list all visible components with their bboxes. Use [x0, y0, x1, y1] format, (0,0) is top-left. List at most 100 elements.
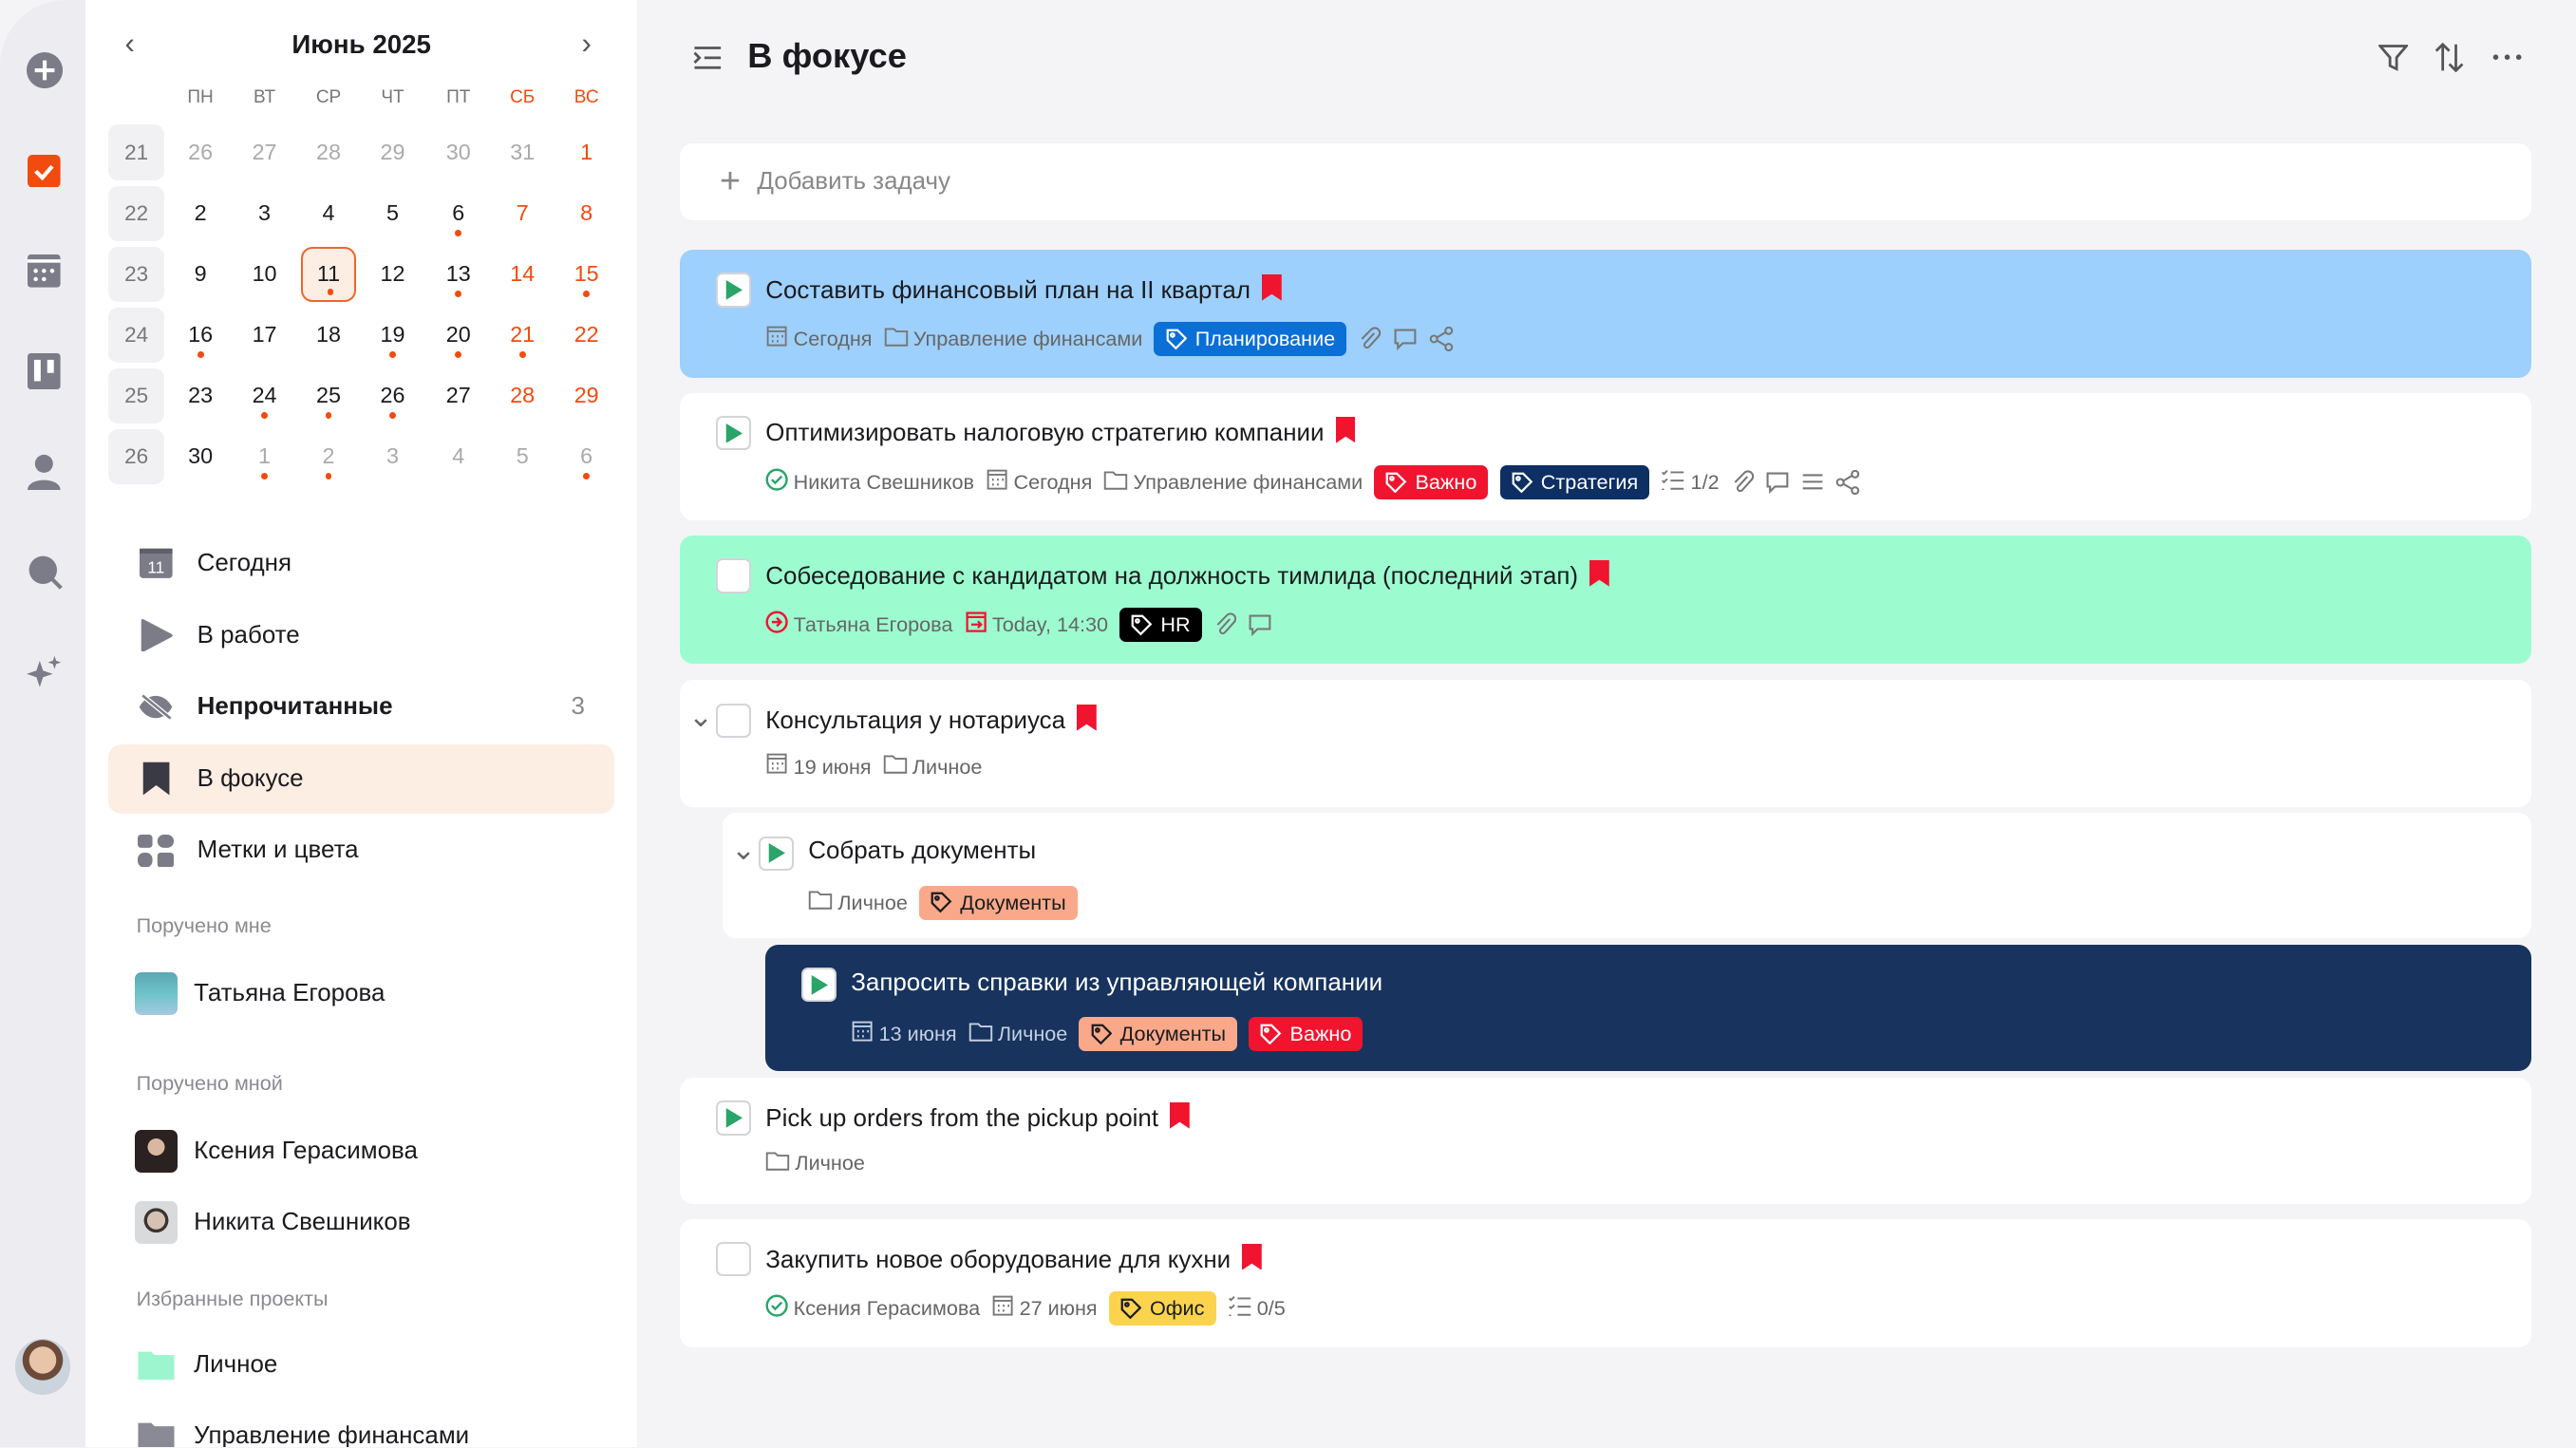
calendar-day[interactable]: 23	[173, 368, 229, 424]
task-card[interactable]: Запросить справки из управляющей компани…	[765, 944, 2532, 1072]
checklist-meta[interactable]: 1/2	[1661, 469, 1720, 496]
board-icon[interactable]	[27, 352, 63, 390]
calendar-day[interactable]: 6	[430, 186, 486, 242]
contacts-icon[interactable]	[27, 454, 63, 490]
assignee-meta[interactable]: Никита Свешников	[765, 468, 974, 497]
calendar-icon[interactable]	[27, 253, 63, 289]
collapse-chevron-icon[interactable]: ⌄	[687, 700, 714, 734]
share-icon[interactable]	[1429, 327, 1454, 352]
task-title[interactable]: Консультация у нотариуса	[765, 705, 1097, 738]
tag-badge[interactable]: Стратегия	[1499, 464, 1650, 499]
calendar-day[interactable]: 12	[365, 247, 421, 303]
calendar-day[interactable]: 15	[558, 247, 614, 303]
calendar-day[interactable]: 5	[495, 429, 551, 485]
calendar-day[interactable]: 1	[558, 124, 614, 180]
sidebar-item-today[interactable]: 11 Сегодня	[108, 529, 614, 598]
calendar-day[interactable]: 4	[430, 429, 486, 485]
task-status-in-progress[interactable]	[716, 415, 751, 451]
focus-bookmark-icon[interactable]	[1262, 273, 1282, 308]
calendar-day[interactable]: 29	[365, 124, 421, 180]
assignee-meta[interactable]: Ксения Герасимова	[765, 1294, 980, 1323]
date-meta[interactable]: Сегодня	[765, 325, 873, 353]
task-title[interactable]: Закупить новое оборудование для кухни	[765, 1243, 1263, 1277]
task-checkbox[interactable]	[716, 703, 751, 738]
project-item[interactable]: Личное	[135, 1344, 277, 1386]
description-icon[interactable]	[1801, 472, 1824, 492]
project-meta[interactable]: Личное	[968, 1021, 1067, 1047]
next-month-button[interactable]: ›	[581, 26, 592, 60]
prev-month-button[interactable]: ‹	[124, 26, 135, 60]
calendar-day[interactable]: 28	[301, 124, 357, 180]
calendar-day[interactable]: 11	[300, 246, 357, 303]
calendar-day[interactable]: 16	[173, 308, 229, 364]
calendar-day[interactable]: 27	[430, 368, 486, 424]
task-title[interactable]: Составить финансовый план на II квартал	[765, 273, 1282, 308]
calendar-day[interactable]: 2	[173, 186, 229, 242]
tag-badge[interactable]: HR	[1119, 608, 1202, 643]
calendar-day[interactable]: 3	[365, 429, 421, 485]
calendar-day[interactable]: 31	[495, 124, 551, 180]
calendar-day[interactable]: 22	[558, 308, 614, 364]
checklist-meta[interactable]: 0/5	[1228, 1295, 1286, 1322]
assignee-meta[interactable]: Татьяна Егорова	[765, 611, 952, 639]
tasks-icon[interactable]	[27, 153, 63, 189]
calendar-day[interactable]: 8	[558, 186, 614, 242]
date-meta[interactable]: 13 июня	[851, 1020, 957, 1048]
calendar-day[interactable]: 26	[365, 368, 421, 424]
user-avatar[interactable]	[14, 1339, 71, 1395]
calendar-day[interactable]: 26	[173, 124, 229, 180]
tag-badge[interactable]: Важно	[1249, 1016, 1363, 1052]
tag-badge[interactable]: Важно	[1374, 464, 1489, 499]
calendar-day[interactable]: 5	[365, 186, 421, 242]
project-meta[interactable]: Управление финансами	[1103, 469, 1363, 496]
calendar-day[interactable]: 25	[301, 368, 357, 424]
calendar-day[interactable]: 4	[301, 186, 357, 242]
tag-badge[interactable]: Планирование	[1154, 322, 1347, 357]
date-meta[interactable]: Сегодня	[986, 468, 1092, 497]
calendar-day[interactable]: 20	[430, 308, 486, 364]
task-status-in-progress[interactable]	[716, 1100, 751, 1136]
person-item[interactable]: Никита Свешников	[134, 1200, 411, 1244]
task-card[interactable]: Собеседование с кандидатом на должность …	[680, 536, 2532, 664]
calendar-day[interactable]: 30	[430, 124, 486, 180]
ai-sparkles-icon[interactable]	[26, 654, 63, 690]
attach-icon[interactable]	[1731, 470, 1754, 495]
task-status-in-progress[interactable]	[716, 273, 751, 308]
calendar-day[interactable]: 17	[236, 308, 292, 364]
calendar-day[interactable]: 14	[495, 247, 551, 303]
calendar-day[interactable]: 30	[173, 429, 229, 485]
task-card[interactable]: Консультация у нотариуса 19 июня Личное	[680, 680, 2532, 807]
search-icon[interactable]	[27, 554, 63, 590]
calendar-day[interactable]: 21	[495, 308, 551, 364]
project-meta[interactable]: Личное	[765, 1150, 865, 1176]
project-meta[interactable]: Личное	[883, 753, 982, 780]
focus-bookmark-icon[interactable]	[1242, 1243, 1263, 1277]
calendar-day[interactable]: 3	[236, 186, 292, 242]
calendar-day[interactable]: 13	[430, 247, 486, 303]
collapse-chevron-icon[interactable]: ⌄	[730, 833, 757, 867]
focus-bookmark-icon[interactable]	[1335, 417, 1356, 450]
calendar-day[interactable]: 2	[301, 429, 357, 485]
tag-badge[interactable]: Документы	[1079, 1016, 1238, 1052]
task-card[interactable]: Pick up orders from the pickup point Личн…	[680, 1078, 2532, 1205]
calendar-day[interactable]: 10	[236, 247, 292, 303]
comment-icon[interactable]	[1248, 613, 1272, 637]
add-task-input[interactable]: + Добавить задачу	[680, 142, 2532, 220]
task-title[interactable]: Собрать документы	[808, 837, 1036, 865]
more-icon[interactable]	[2489, 40, 2525, 76]
focus-bookmark-icon[interactable]	[1170, 1101, 1190, 1136]
calendar-day[interactable]: 29	[558, 368, 614, 424]
task-checkbox[interactable]	[716, 1242, 751, 1277]
project-meta[interactable]: Личное	[808, 889, 908, 915]
calendar-day[interactable]: 19	[365, 308, 421, 364]
task-checkbox[interactable]	[716, 558, 751, 593]
focus-bookmark-icon[interactable]	[1077, 705, 1097, 738]
task-status-in-progress[interactable]	[801, 968, 837, 1003]
calendar-day[interactable]: 6	[558, 429, 614, 485]
date-meta[interactable]: Today, 14:30	[965, 611, 1108, 639]
sidebar-item-play[interactable]: В работе	[108, 601, 614, 670]
task-title[interactable]: Pick up orders from the pickup point	[765, 1101, 1190, 1136]
attach-icon[interactable]	[1358, 327, 1382, 351]
person-item[interactable]: Ксения Герасимова	[134, 1130, 418, 1174]
focus-bookmark-icon[interactable]	[1589, 559, 1609, 593]
